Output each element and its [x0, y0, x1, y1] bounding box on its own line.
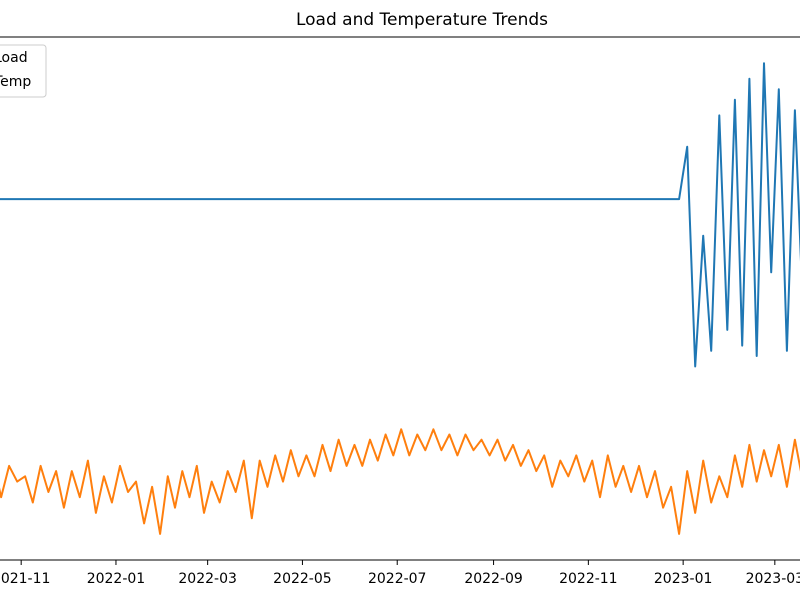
legend: Load Temp: [0, 44, 47, 98]
series-line: [0, 62, 800, 368]
x-tick-label: 2021-11: [0, 571, 50, 587]
x-tick-label: 2022-09: [464, 571, 523, 587]
x-tick-label: 2022-01: [87, 571, 146, 587]
x-tick-label: 2022-07: [368, 571, 427, 587]
x-tick-label: 2022-05: [273, 571, 332, 587]
series-line: [0, 428, 800, 535]
x-tick-label: 2023-03: [746, 571, 800, 587]
x-tick-label: 2023-01: [654, 571, 713, 587]
legend-label: Temp: [0, 74, 31, 90]
x-tick-label: 2022-03: [178, 571, 237, 587]
x-tick-label: 2022-11: [559, 571, 618, 587]
legend-label: Load: [0, 50, 28, 66]
legend-box: [0, 44, 47, 98]
chart-title: Load and Temperature Trends: [296, 10, 548, 30]
